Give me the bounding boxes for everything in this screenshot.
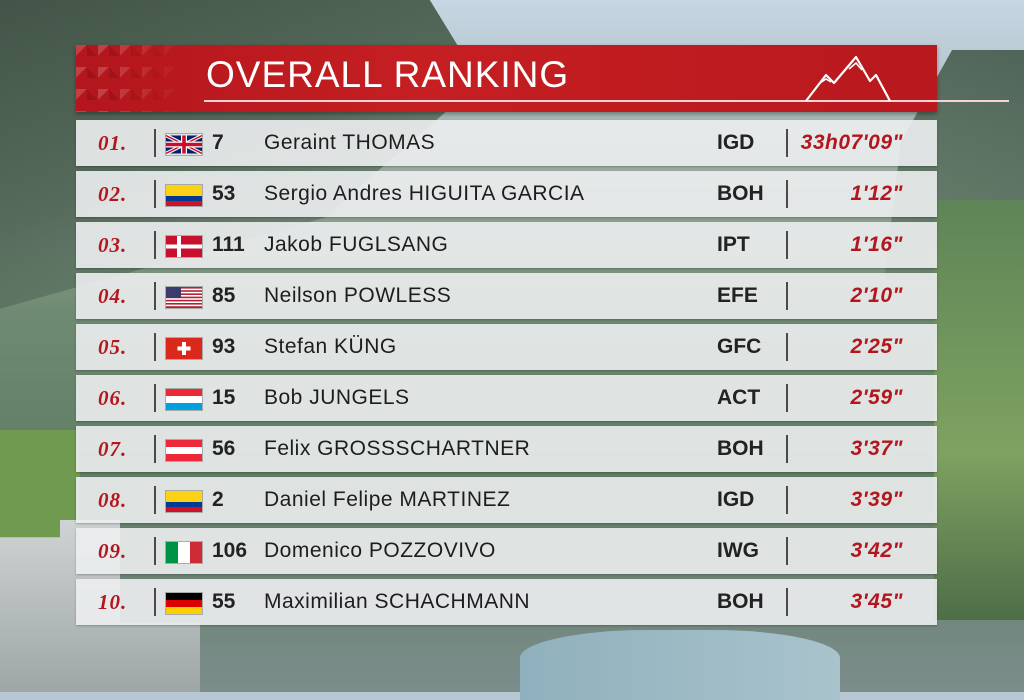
divider <box>154 282 156 310</box>
team-code: GFC <box>717 335 762 358</box>
divider <box>786 435 788 463</box>
rank-position: 03. <box>98 233 128 257</box>
divider <box>154 231 156 259</box>
country-flag-dk-icon <box>165 235 203 258</box>
rider-name: Felix GROSSSCHARTNER <box>264 437 531 460</box>
divider <box>154 384 156 412</box>
divider <box>154 435 156 463</box>
time-gap: 3'45" <box>850 590 903 613</box>
rider-name: Maximilian SCHACHMANN <box>264 590 531 613</box>
ranking-header: OVERALL RANKING <box>76 45 1009 112</box>
rider-name: Stefan KÜNG <box>264 335 397 358</box>
ranking-row: 10. 55 Maximilian SCHACHMANN BOH 3'45" <box>76 579 937 625</box>
rider-name: Daniel Felipe MARTINEZ <box>264 488 511 511</box>
team-code: IPT <box>717 233 750 256</box>
team-code: BOH <box>717 182 764 205</box>
divider <box>786 129 788 157</box>
divider <box>154 486 156 514</box>
divider <box>786 486 788 514</box>
bib-number: 2 <box>212 488 224 511</box>
ranking-row: 03. 111 Jakob FUGLSANG IPT 1'16" <box>76 222 937 268</box>
bib-number: 106 <box>212 539 248 562</box>
rank-position: 10. <box>98 590 128 614</box>
bib-number: 53 <box>212 182 236 205</box>
team-code: IWG <box>717 539 759 562</box>
country-flag-lu-icon <box>165 388 203 411</box>
time-gap: 2'59" <box>850 386 903 409</box>
country-flag-de-icon <box>165 592 203 615</box>
bib-number: 15 <box>212 386 236 409</box>
rider-name: Domenico POZZOVIVO <box>264 539 496 562</box>
field-background <box>934 200 1024 620</box>
rank-position: 08. <box>98 488 128 512</box>
divider <box>786 180 788 208</box>
team-code: ACT <box>717 386 761 409</box>
country-flag-gb-icon <box>165 133 203 156</box>
divider <box>786 588 788 616</box>
river-background <box>520 630 840 700</box>
team-code: IGD <box>717 131 755 154</box>
divider <box>154 537 156 565</box>
rank-position: 09. <box>98 539 128 563</box>
country-flag-at-icon <box>165 439 203 462</box>
bib-number: 7 <box>212 131 224 154</box>
team-code: BOH <box>717 590 764 613</box>
ranking-row: 02. 53 Sergio Andres HIGUITA GARCIA BOH … <box>76 171 937 217</box>
team-code: EFE <box>717 284 758 307</box>
divider <box>154 588 156 616</box>
mountain-peaks-icon <box>805 55 891 102</box>
country-flag-us-icon <box>165 286 203 309</box>
rank-position: 04. <box>98 284 128 308</box>
team-code: BOH <box>717 437 764 460</box>
rider-name: Bob JUNGELS <box>264 386 410 409</box>
time-gap: 1'16" <box>850 233 903 256</box>
header-checker-decoration <box>76 45 186 112</box>
rider-name: Geraint THOMAS <box>264 131 436 154</box>
rank-position: 07. <box>98 437 128 461</box>
country-flag-co-icon <box>165 490 203 513</box>
divider <box>786 282 788 310</box>
ranking-row: 06. 15 Bob JUNGELS ACT 2'59" <box>76 375 937 421</box>
time-gap: 33h07'09" <box>800 131 903 154</box>
divider <box>154 129 156 157</box>
ranking-row: 01. 7 Geraint THOMAS IGD 33h07'09" <box>76 120 937 166</box>
divider <box>786 537 788 565</box>
divider <box>154 333 156 361</box>
rank-position: 01. <box>98 131 128 155</box>
country-flag-it-icon <box>165 541 203 564</box>
country-flag-co-icon <box>165 184 203 207</box>
rank-position: 05. <box>98 335 128 359</box>
ranking-row: 09. 106 Domenico POZZOVIVO IWG 3'42" <box>76 528 937 574</box>
bib-number: 85 <box>212 284 236 307</box>
time-gap: 2'25" <box>850 335 903 358</box>
rider-name: Jakob FUGLSANG <box>264 233 449 256</box>
rank-position: 06. <box>98 386 128 410</box>
ranking-row: 07. 56 Felix GROSSSCHARTNER BOH 3'37" <box>76 426 937 472</box>
bib-number: 55 <box>212 590 236 613</box>
time-gap: 3'42" <box>850 539 903 562</box>
bib-number: 111 <box>212 233 245 256</box>
ranking-row: 05. 93 Stefan KÜNG GFC 2'25" <box>76 324 937 370</box>
ranking-row: 08. 2 Daniel Felipe MARTINEZ IGD 3'39" <box>76 477 937 523</box>
time-gap: 3'39" <box>850 488 903 511</box>
rider-name: Sergio Andres HIGUITA GARCIA <box>264 182 585 205</box>
rider-name: Neilson POWLESS <box>264 284 452 307</box>
divider <box>786 231 788 259</box>
rank-position: 02. <box>98 182 128 206</box>
page-title: OVERALL RANKING <box>206 54 570 95</box>
bib-number: 56 <box>212 437 236 460</box>
time-gap: 3'37" <box>850 437 903 460</box>
time-gap: 1'12" <box>850 182 903 205</box>
team-code: IGD <box>717 488 755 511</box>
country-flag-ch-icon <box>165 337 203 360</box>
divider <box>786 384 788 412</box>
header-divider <box>204 100 1009 102</box>
bib-number: 93 <box>212 335 236 358</box>
time-gap: 2'10" <box>850 284 903 307</box>
ranking-row: 04. 85 Neilson POWLESS EFE 2'10" <box>76 273 937 319</box>
divider <box>786 333 788 361</box>
divider <box>154 180 156 208</box>
